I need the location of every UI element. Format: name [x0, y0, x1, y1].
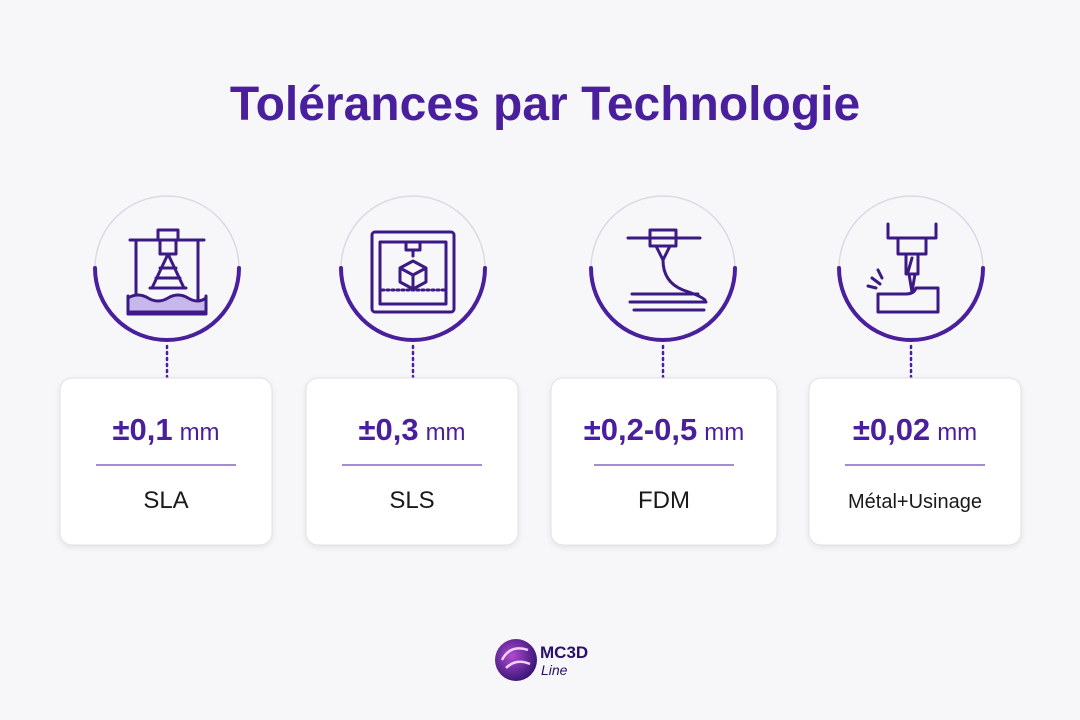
card-box: [808, 377, 1022, 546]
icon-sls: [370, 230, 456, 314]
tolerance-value: ±0,3: [358, 412, 418, 447]
icon-arc: [589, 266, 737, 342]
icon-sla: [126, 228, 208, 316]
icon-arc: [93, 266, 241, 342]
card-box: [550, 377, 778, 546]
technology: Métal+Usinage: [848, 491, 982, 513]
tolerance-value: ±0,2-0,5: [584, 412, 698, 447]
tolerance-unit: mm: [937, 419, 977, 446]
icon-fdm: [626, 228, 708, 312]
logo-name: MC3D: [540, 643, 588, 662]
card: ±0,2-0,5 mm FDM: [550, 195, 778, 546]
technology: FDM: [638, 487, 690, 514]
tolerance-unit: mm: [704, 419, 744, 446]
technology: SLA: [143, 487, 188, 514]
icon-metal: [866, 222, 940, 314]
logo-swirl: [500, 647, 531, 669]
tolerance: ±0,02 mm: [853, 412, 977, 447]
card: ±0,1 mm SLA: [59, 195, 273, 546]
logo-sub: Line: [541, 662, 568, 678]
icon-arc: [837, 266, 985, 342]
tolerance: ±0,1 mm: [112, 412, 219, 447]
tolerance-value: ±0,1: [112, 412, 172, 447]
card: ±0,3 mm SLS: [305, 195, 519, 546]
logo-mark: [495, 639, 537, 681]
card-box: [305, 377, 519, 546]
tolerance: ±0,2-0,5 mm: [584, 412, 745, 447]
tolerance-unit: mm: [180, 419, 220, 446]
card: ±0,02 mm Métal+Usinage: [808, 195, 1022, 546]
tolerance: ±0,3 mm: [358, 412, 465, 447]
icon-arc: [339, 266, 487, 342]
tolerance-unit: mm: [426, 419, 466, 446]
tolerance-value: ±0,02: [853, 412, 930, 447]
card-box: [59, 377, 273, 546]
technology: SLS: [389, 487, 434, 514]
title: Tolérances par Technologie: [230, 78, 860, 131]
